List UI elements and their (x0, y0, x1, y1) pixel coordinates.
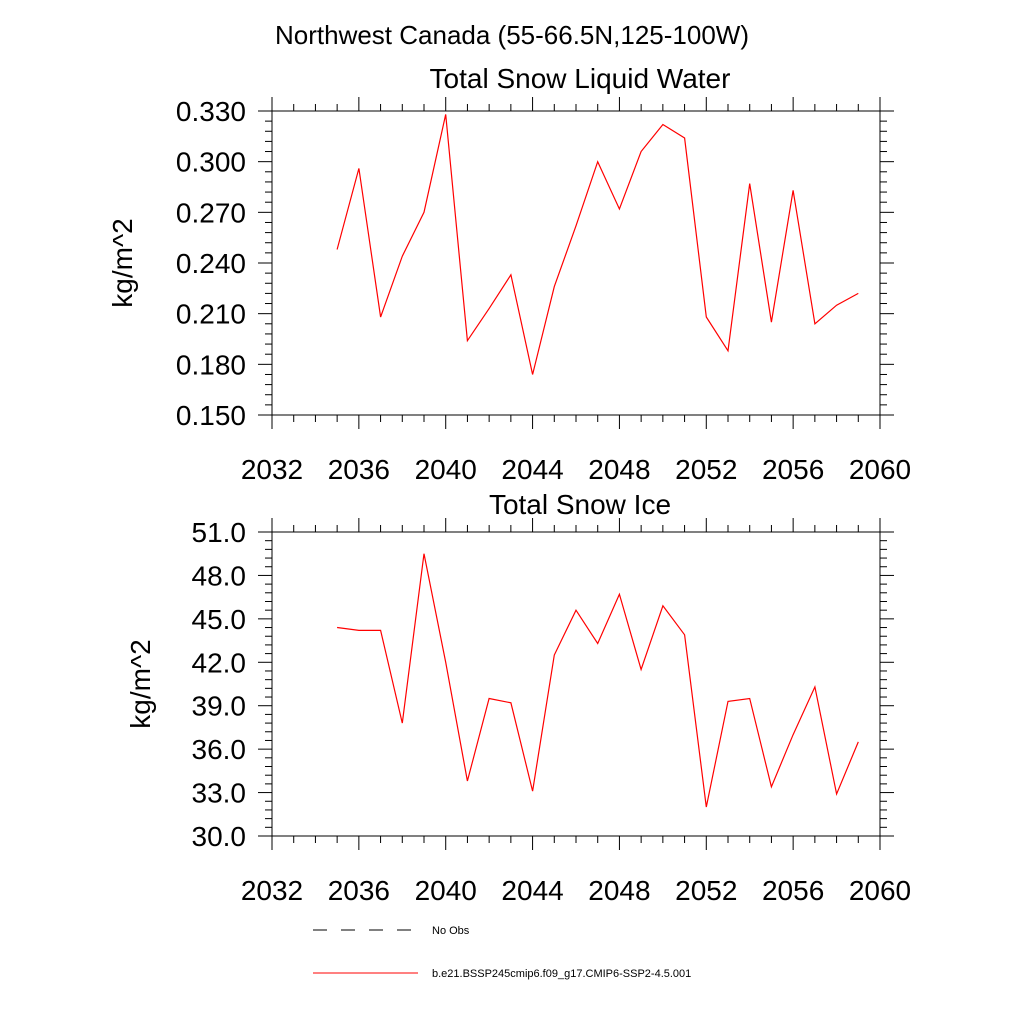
y-tick-label: 51.0 (192, 517, 247, 548)
x-tick-label: 2056 (762, 875, 824, 906)
chart-snow-ice: Total Snow Ice kg/m^2 2032 2036 2040 2044 2048… (125, 489, 911, 906)
y-tick-label: 0.300 (176, 147, 246, 178)
x-tick-label: 2032 (241, 875, 303, 906)
chart-snow-liquid-water: Total Snow Liquid Water kg/m^2 2032 2036 204… (107, 63, 911, 485)
legend-label-no-obs: No Obs (432, 925, 470, 937)
chart-title: Total Snow Liquid Water (430, 63, 731, 94)
x-tick-label: 2040 (415, 454, 477, 485)
y-tick-label: 30.0 (192, 821, 247, 852)
y-tick-label: 36.0 (192, 734, 247, 765)
x-tick-label: 2052 (675, 875, 737, 906)
x-tick-label: 2048 (588, 875, 650, 906)
x-tick-label: 2032 (241, 454, 303, 485)
x-tick-label: 2036 (328, 875, 390, 906)
plot-frame (271, 110, 881, 416)
chart-title: Total Snow Ice (489, 489, 671, 520)
y-tick-label: 33.0 (192, 778, 247, 809)
y-tick-label: 0.240 (176, 248, 246, 279)
plot-frame (271, 531, 881, 837)
y-tick-label: 0.210 (176, 299, 246, 330)
y-axis-label: kg/m^2 (107, 218, 138, 307)
x-tick-label: 2060 (849, 454, 911, 485)
y-tick-label: 48.0 (192, 560, 247, 591)
x-tick-label: 2044 (501, 875, 563, 906)
y-tick-label: 45.0 (192, 604, 247, 635)
y-tick-label: 39.0 (192, 691, 247, 722)
legend: No Obs b.e21.BSSP245cmip6.f09_g17.CMIP6-… (313, 925, 691, 980)
y-tick-label: 42.0 (192, 647, 247, 678)
y-tick-label: 0.330 (176, 96, 246, 127)
x-tick-label: 2044 (501, 454, 563, 485)
legend-label-model: b.e21.BSSP245cmip6.f09_g17.CMIP6-SSP2-4.… (432, 968, 691, 980)
x-tick-label: 2060 (849, 875, 911, 906)
x-tick-label: 2056 (762, 454, 824, 485)
x-tick-label: 2048 (588, 454, 650, 485)
y-tick-label: 0.180 (176, 349, 246, 380)
series-line (336, 114, 859, 375)
y-tick-label: 0.150 (176, 400, 246, 431)
page-header: Northwest Canada (55-66.5N,125-100W) (275, 20, 749, 50)
y-axis-label: kg/m^2 (125, 639, 156, 728)
x-tick-label: 2036 (328, 454, 390, 485)
x-tick-label: 2040 (415, 875, 477, 906)
y-tick-label: 0.270 (176, 197, 246, 228)
x-tick-label: 2052 (675, 454, 737, 485)
series-line (337, 553, 859, 808)
